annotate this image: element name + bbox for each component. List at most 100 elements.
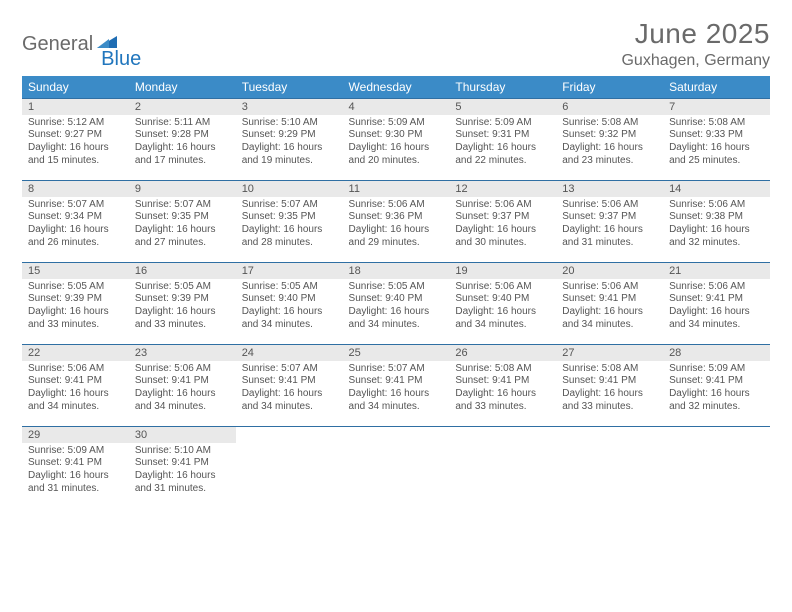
day-number-cell: 2 [129, 99, 236, 115]
sunrise-line: Sunrise: 5:05 AM [28, 281, 123, 294]
daynum-row: 2930 [22, 427, 770, 443]
sunset-line: Sunset: 9:27 PM [28, 129, 123, 142]
daylight-line: Daylight: 16 hours and 34 minutes. [28, 388, 123, 414]
day-number-cell: 12 [449, 181, 556, 197]
sunrise-line: Sunrise: 5:08 AM [562, 363, 657, 376]
sunset-line: Sunset: 9:39 PM [135, 293, 230, 306]
day-content-cell: Sunrise: 5:06 AMSunset: 9:38 PMDaylight:… [663, 197, 770, 263]
daylight-line: Daylight: 16 hours and 23 minutes. [562, 142, 657, 168]
weekday-header: Tuesday [236, 76, 343, 99]
daynum-row: 891011121314 [22, 181, 770, 197]
day-content-cell [556, 443, 663, 509]
sunset-line: Sunset: 9:35 PM [242, 211, 337, 224]
daylight-line: Daylight: 16 hours and 27 minutes. [135, 224, 230, 250]
day-content-cell: Sunrise: 5:10 AMSunset: 9:41 PMDaylight:… [129, 443, 236, 509]
day-content-cell: Sunrise: 5:08 AMSunset: 9:32 PMDaylight:… [556, 115, 663, 181]
sunset-line: Sunset: 9:39 PM [28, 293, 123, 306]
daynum-row: 1234567 [22, 99, 770, 115]
day-number-cell: 11 [343, 181, 450, 197]
day-number-cell: 28 [663, 345, 770, 361]
daylight-line: Daylight: 16 hours and 17 minutes. [135, 142, 230, 168]
day-content-cell: Sunrise: 5:11 AMSunset: 9:28 PMDaylight:… [129, 115, 236, 181]
sunset-line: Sunset: 9:41 PM [669, 293, 764, 306]
day-number-cell: 6 [556, 99, 663, 115]
sunrise-line: Sunrise: 5:08 AM [669, 117, 764, 130]
daynum-row: 22232425262728 [22, 345, 770, 361]
day-number-cell: 1 [22, 99, 129, 115]
day-number-cell: 3 [236, 99, 343, 115]
day-number-cell: 22 [22, 345, 129, 361]
weekday-header: Monday [129, 76, 236, 99]
day-content-cell: Sunrise: 5:08 AMSunset: 9:41 PMDaylight:… [556, 361, 663, 427]
logo-text-general: General [22, 33, 93, 56]
sunset-line: Sunset: 9:38 PM [669, 211, 764, 224]
day-number-cell: 16 [129, 263, 236, 279]
sunrise-line: Sunrise: 5:07 AM [135, 199, 230, 212]
day-number-cell: 9 [129, 181, 236, 197]
content-row: Sunrise: 5:12 AMSunset: 9:27 PM Daylight:… [22, 115, 770, 181]
daynum-row: 15161718192021 [22, 263, 770, 279]
location: Guxhagen, Germany [621, 52, 770, 70]
day-number-cell: 30 [129, 427, 236, 443]
sunrise-line: Sunrise: 5:08 AM [455, 363, 550, 376]
daylight-line: Daylight: 16 hours and 33 minutes. [562, 388, 657, 414]
day-content-cell [343, 443, 450, 509]
weekday-header-row: Sunday Monday Tuesday Wednesday Thursday… [22, 76, 770, 99]
day-content-cell: Sunrise: 5:07 AMSunset: 9:41 PMDaylight:… [343, 361, 450, 427]
daylight-line: Daylight: 16 hours and 34 minutes. [135, 388, 230, 414]
weekday-header: Thursday [449, 76, 556, 99]
month-title: June 2025 [621, 18, 770, 50]
sunrise-line: Sunrise: 5:07 AM [242, 199, 337, 212]
day-number-cell: 14 [663, 181, 770, 197]
day-number-cell [343, 427, 450, 443]
sunrise-line: Sunrise: 5:06 AM [455, 199, 550, 212]
sunrise-line: Sunrise: 5:09 AM [349, 117, 444, 130]
day-number-cell [236, 427, 343, 443]
sunrise-line: Sunrise: 5:07 AM [28, 199, 123, 212]
sunset-line: Sunset: 9:32 PM [562, 129, 657, 142]
day-content-cell: Sunrise: 5:09 AMSunset: 9:31 PMDaylight:… [449, 115, 556, 181]
daylight-line: Daylight: 16 hours and 34 minutes. [349, 388, 444, 414]
day-number-cell: 21 [663, 263, 770, 279]
content-row: Sunrise: 5:09 AMSunset: 9:41 PMDaylight:… [22, 443, 770, 509]
sunrise-line: Sunrise: 5:07 AM [349, 363, 444, 376]
day-number-cell: 25 [343, 345, 450, 361]
day-content-cell: Sunrise: 5:06 AMSunset: 9:41 PMDaylight:… [556, 279, 663, 345]
daylight-line: Daylight: 16 hours and 32 minutes. [669, 388, 764, 414]
sunset-line: Sunset: 9:31 PM [455, 129, 550, 142]
sunrise-line: Sunrise: 5:06 AM [562, 281, 657, 294]
day-number-cell: 20 [556, 263, 663, 279]
sunset-line: Sunset: 9:37 PM [562, 211, 657, 224]
sunrise-line: Sunrise: 5:09 AM [28, 445, 123, 458]
day-number-cell: 7 [663, 99, 770, 115]
day-content-cell: Sunrise: 5:05 AMSunset: 9:40 PMDaylight:… [236, 279, 343, 345]
sunrise-line: Sunrise: 5:09 AM [669, 363, 764, 376]
weekday-header: Saturday [663, 76, 770, 99]
daylight-line: Daylight: 16 hours and 30 minutes. [455, 224, 550, 250]
day-content-cell: Sunrise: 5:09 AMSunset: 9:41 PMDaylight:… [22, 443, 129, 509]
sunset-line: Sunset: 9:33 PM [669, 129, 764, 142]
header: General Blue June 2025 Guxhagen, Germany [22, 18, 770, 70]
sunset-line: Sunset: 9:41 PM [562, 293, 657, 306]
daylight-line: Daylight: 16 hours and 25 minutes. [669, 142, 764, 168]
sunset-line: Sunset: 9:28 PM [135, 129, 230, 142]
sunrise-line: Sunrise: 5:05 AM [349, 281, 444, 294]
day-number-cell: 17 [236, 263, 343, 279]
daylight-line: Daylight: 16 hours and 32 minutes. [669, 224, 764, 250]
day-content-cell: Sunrise: 5:07 AMSunset: 9:35 PMDaylight:… [129, 197, 236, 263]
day-content-cell [236, 443, 343, 509]
day-number-cell: 18 [343, 263, 450, 279]
daylight-line: Daylight: 16 hours and 19 minutes. [242, 142, 337, 168]
day-content-cell: Sunrise: 5:06 AMSunset: 9:37 PMDaylight:… [449, 197, 556, 263]
day-number-cell: 15 [22, 263, 129, 279]
sunset-line: Sunset: 9:41 PM [135, 375, 230, 388]
logo: General Blue [22, 24, 141, 65]
daylight-line: Daylight: 16 hours and 31 minutes. [28, 470, 123, 496]
sunrise-line: Sunrise: 5:11 AM [135, 117, 230, 130]
sunset-line: Sunset: 9:41 PM [455, 375, 550, 388]
day-number-cell: 19 [449, 263, 556, 279]
sunrise-line: Sunrise: 5:12 AM [28, 117, 123, 130]
day-number-cell: 4 [343, 99, 450, 115]
sunset-line: Sunset: 9:34 PM [28, 211, 123, 224]
sunrise-line: Sunrise: 5:06 AM [669, 199, 764, 212]
